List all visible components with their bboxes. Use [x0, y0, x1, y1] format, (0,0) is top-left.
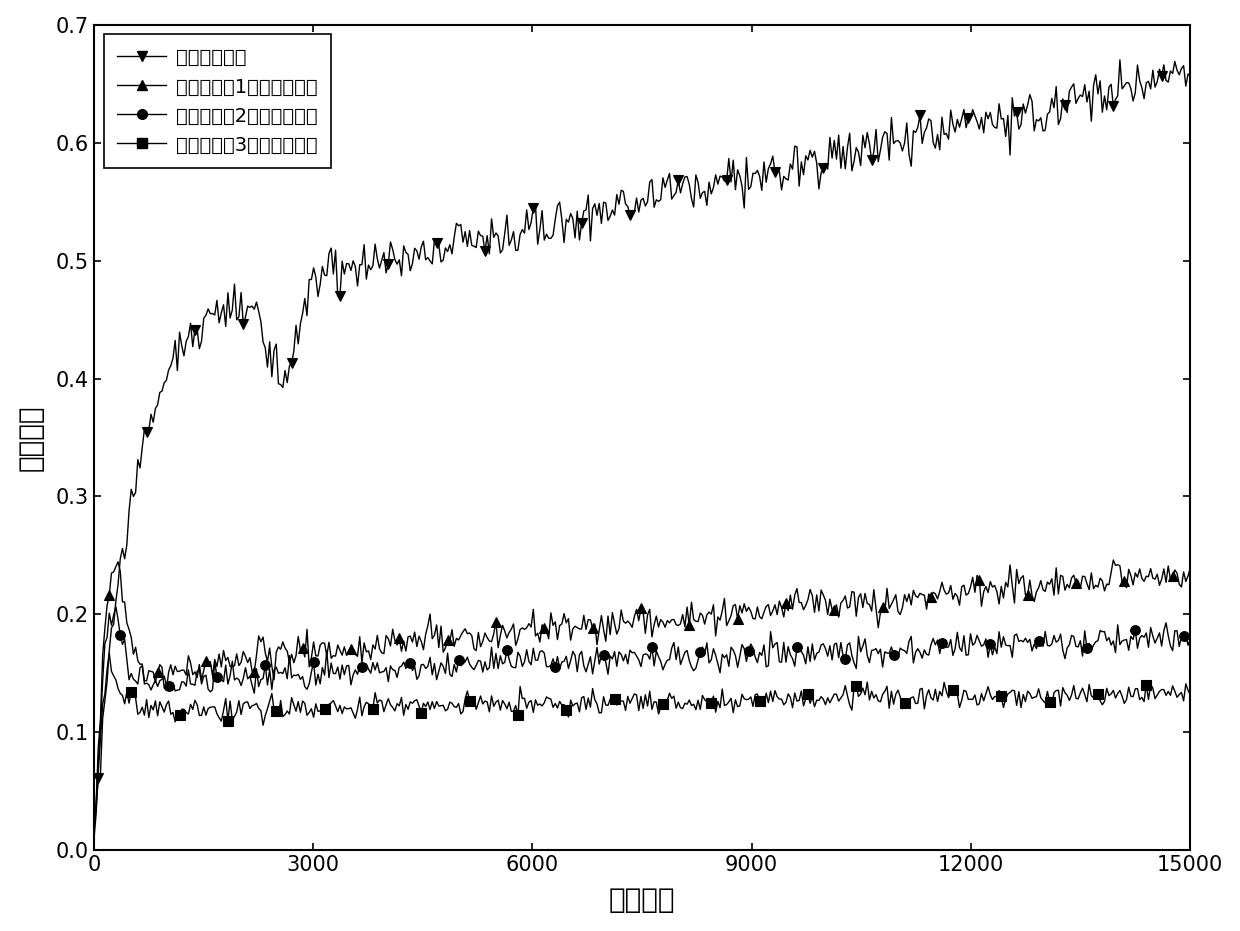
X-axis label: 循环次数: 循环次数	[609, 886, 676, 914]
Legend: 不添加润滑剂, 添加实施例1所制备润滑剂, 添加实施例2所制备润滑剂, 添加实施例3所制备润滑剂: 不添加润滑剂, 添加实施例1所制备润滑剂, 添加实施例2所制备润滑剂, 添加实施…	[104, 34, 331, 169]
Y-axis label: 摩擦系数: 摩擦系数	[16, 404, 45, 471]
